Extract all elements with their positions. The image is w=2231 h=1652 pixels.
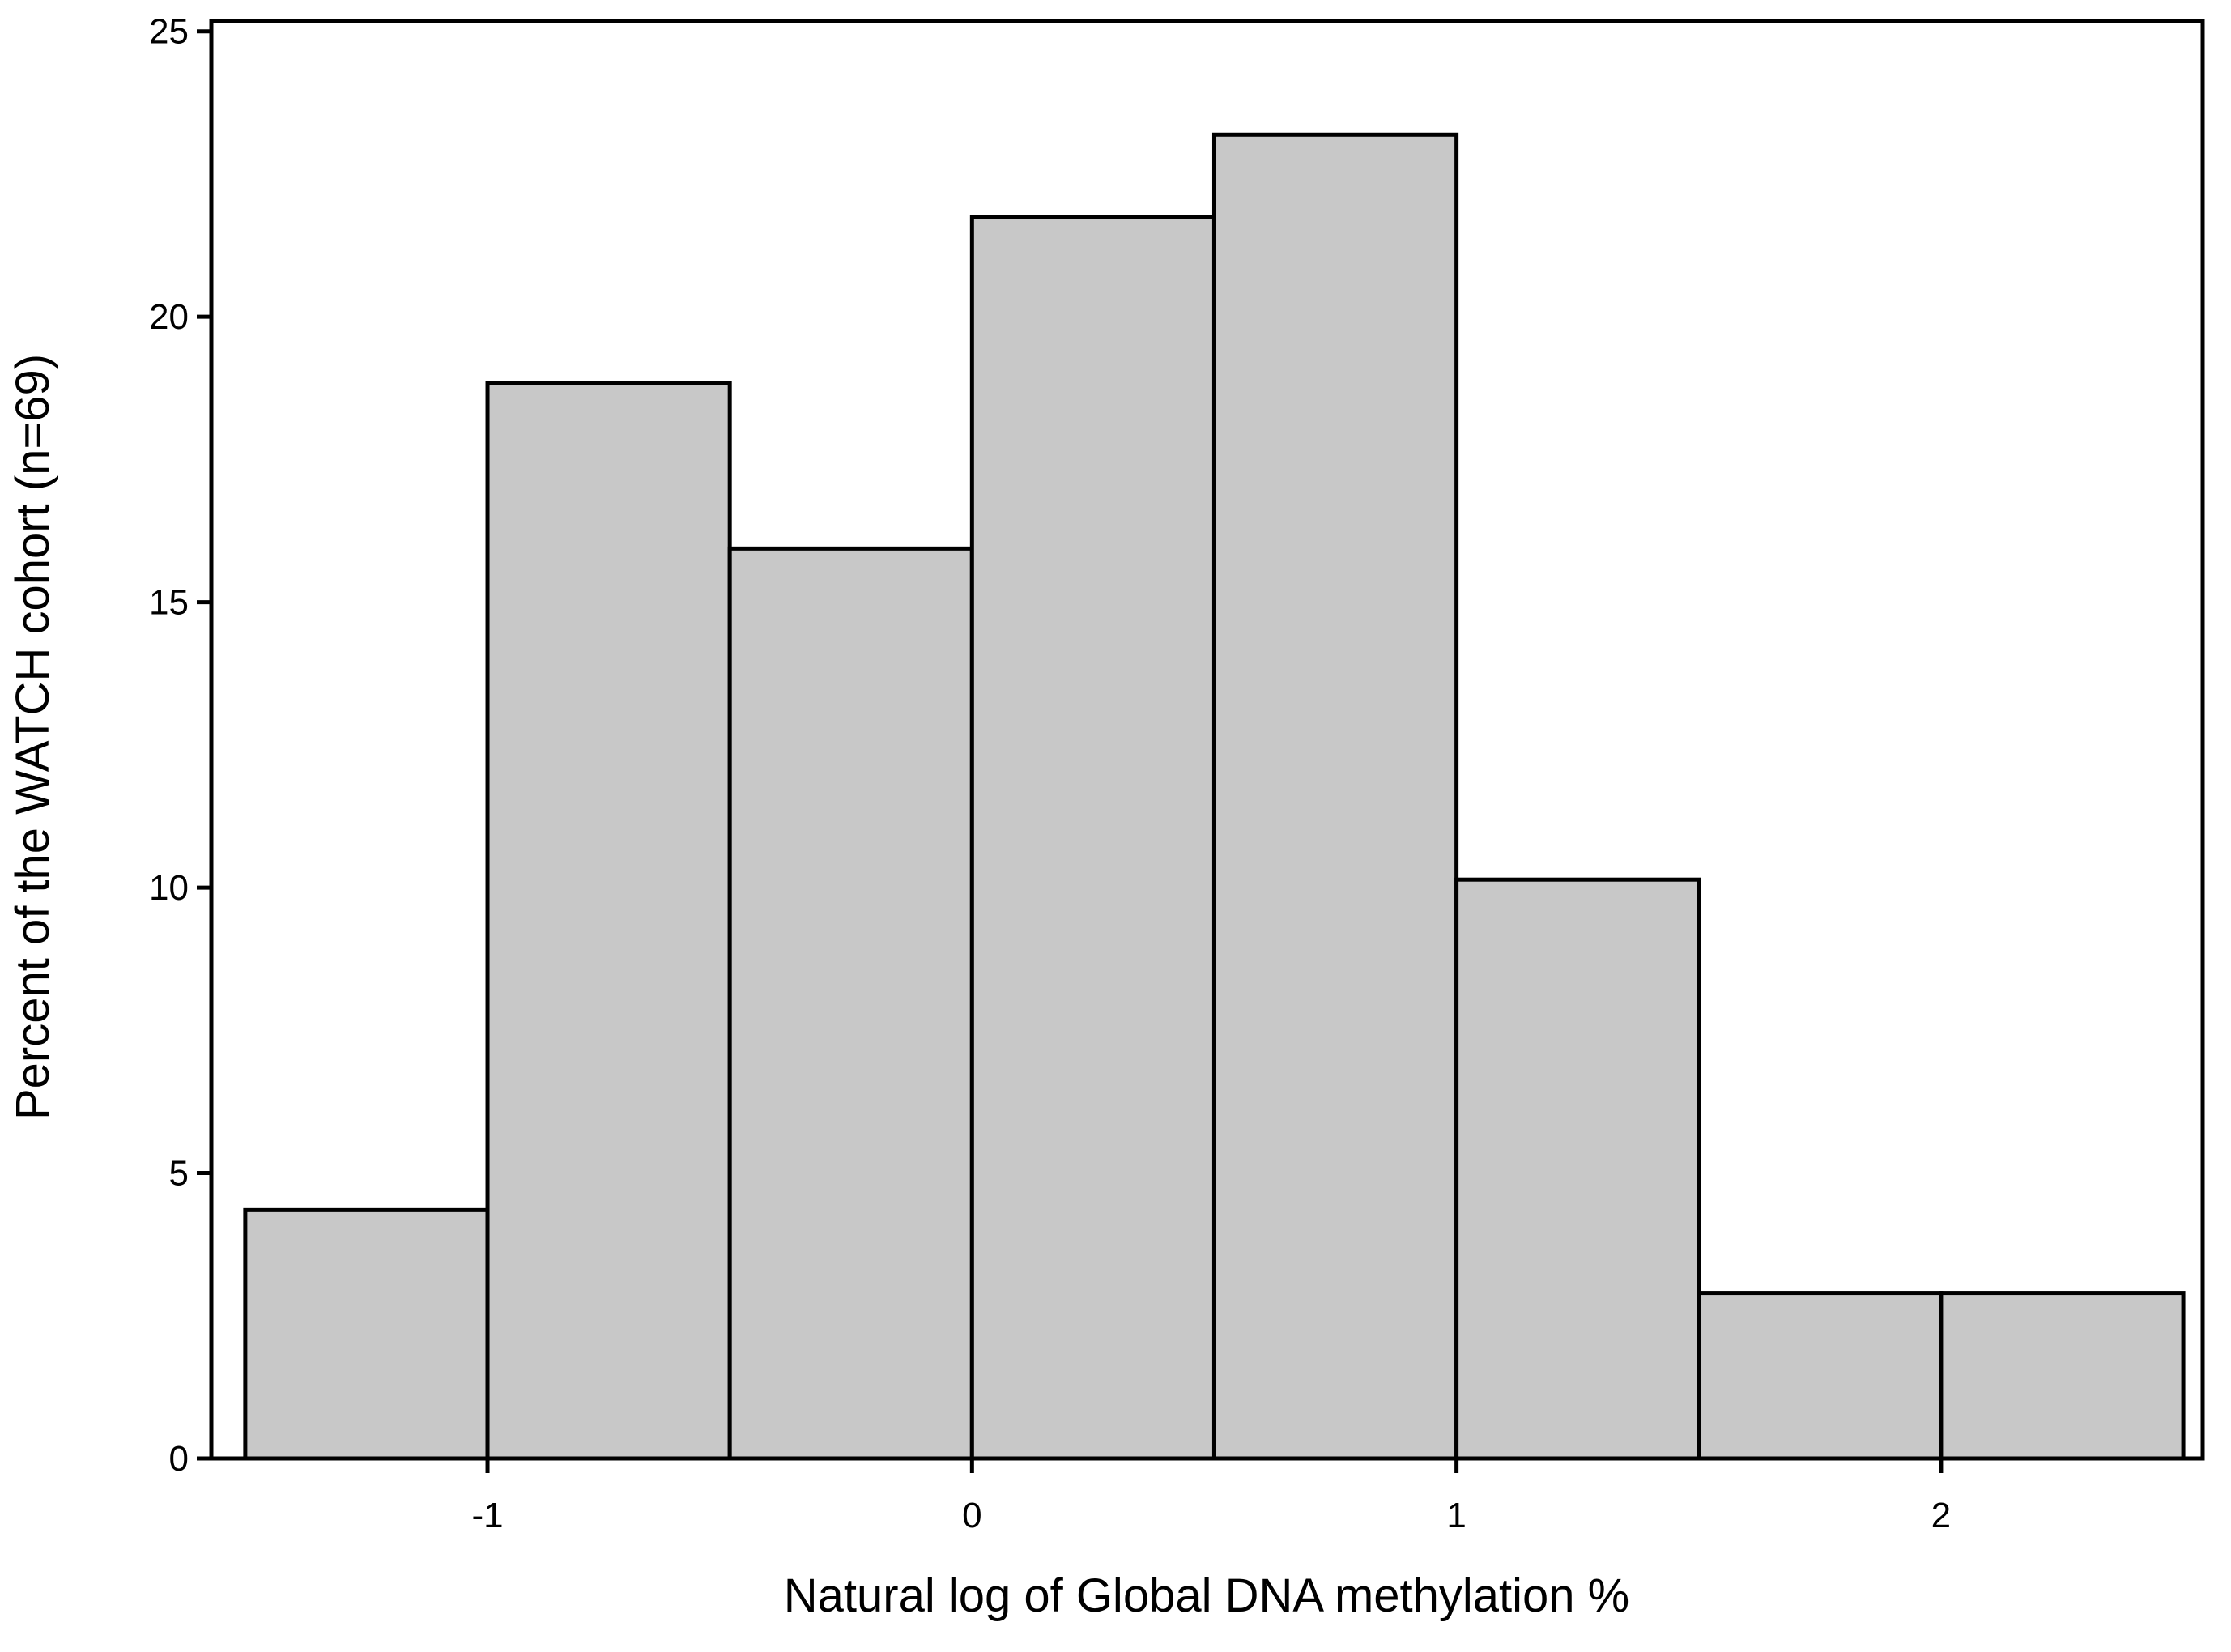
x-axis-title: Natural log of Global DNA methylation % <box>784 1569 1630 1622</box>
bar <box>243 1207 490 1461</box>
x-tick-label: 2 <box>1931 1496 1951 1535</box>
x-tick-label: 1 <box>1446 1496 1466 1535</box>
bar <box>1454 877 1701 1461</box>
y-tick-label: 20 <box>149 297 189 337</box>
y-tick-label: 25 <box>149 12 189 52</box>
bar <box>727 546 974 1461</box>
x-tick-label: 0 <box>962 1496 981 1535</box>
bar <box>1211 132 1459 1461</box>
bar <box>969 215 1216 1461</box>
x-tick-label: -1 <box>471 1496 503 1535</box>
plot-frame <box>209 19 2205 1461</box>
y-tick-label: 5 <box>169 1154 189 1194</box>
y-tick-label: 10 <box>149 868 189 908</box>
bar <box>1939 1291 2186 1461</box>
y-tick-label: 0 <box>169 1439 189 1479</box>
y-tick-label: 15 <box>149 583 189 623</box>
bar <box>1697 1291 1944 1461</box>
y-axis-title: Percent of the WATCH cohort (n=69) <box>6 354 59 1120</box>
bar <box>485 381 732 1461</box>
